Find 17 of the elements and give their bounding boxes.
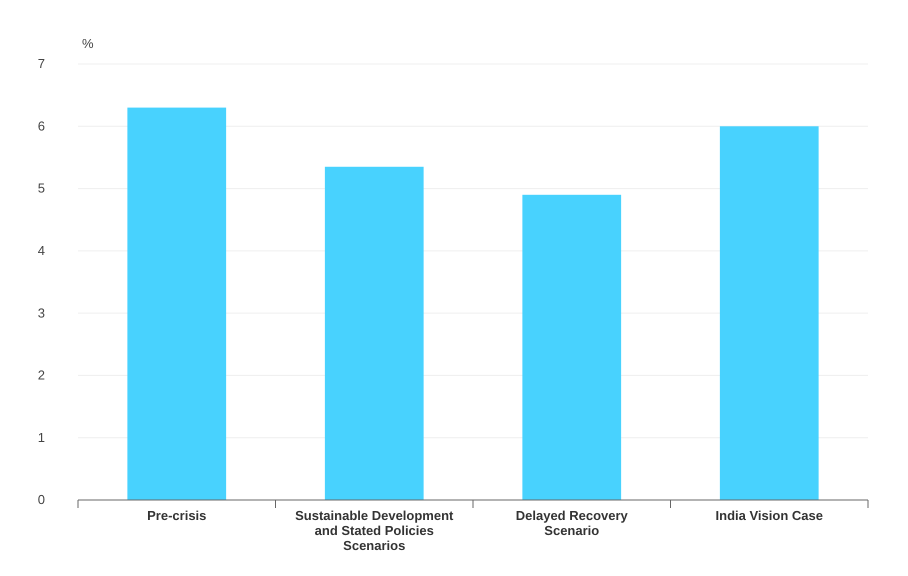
x-tick-label: Sustainable Development and Stated Policies Scenarios (295, 508, 454, 553)
y-tick-label: 1 (38, 430, 45, 445)
bar (127, 108, 226, 500)
y-tick-label: 7 (38, 56, 45, 72)
y-tick-label: 0 (38, 492, 45, 508)
bar (324, 166, 424, 500)
y-tick-label: 4 (38, 243, 45, 258)
y-tick-label: 3 (38, 305, 45, 320)
x-tick-label: India Vision Case (716, 508, 823, 523)
y-tick-label: 2 (38, 368, 45, 383)
bar (522, 194, 622, 500)
y-tick-label: 5 (38, 180, 45, 196)
bar (720, 126, 819, 500)
x-tick-label: Delayed Recovery Scenario (516, 508, 629, 538)
y-axis-title: % (82, 36, 94, 51)
x-tick-label: Pre-crisis (147, 508, 206, 523)
y-tick-label: 6 (38, 118, 45, 134)
